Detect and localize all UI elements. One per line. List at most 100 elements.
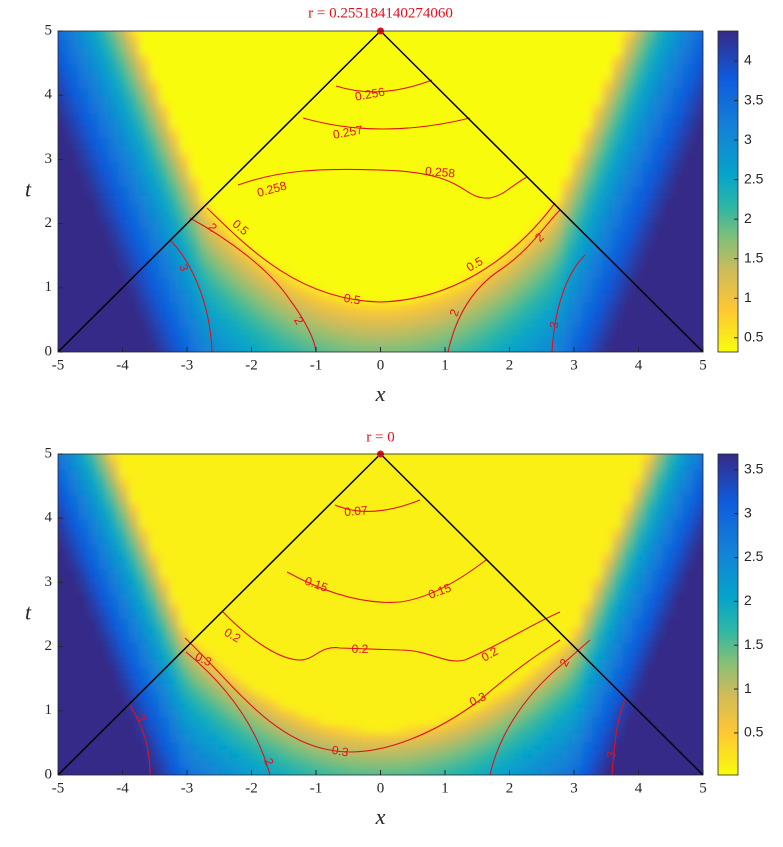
heatmap-cell [410,294,422,304]
heatmap-cell [259,294,271,304]
heatmap-cell [541,121,553,131]
heatmap-cell [299,536,311,546]
heatmap-cell [340,319,352,329]
heatmap-cell [400,486,412,497]
heatmap-cell [78,187,90,197]
heatmap-cell [259,569,271,579]
heatmap-cell [360,236,372,246]
heatmap-cell [178,692,191,702]
heatmap-cell [118,486,130,497]
x-tick-label: 5 [699,357,707,373]
heatmap-cell [541,478,553,488]
heatmap-cell [168,105,180,115]
heatmap-cell [662,146,674,156]
heatmap-cell [390,684,402,694]
heatmap-cell [229,766,241,775]
heatmap-cell [309,593,322,604]
heatmap-cell [501,766,513,775]
heatmap-cell [98,154,110,164]
heatmap-cell [98,327,110,337]
heatmap-cell [561,121,573,131]
heatmap-cell [440,195,453,205]
heatmap-cell [148,684,160,694]
heatmap-cell [390,462,402,472]
heatmap-cell [168,528,180,538]
heatmap-cell [400,511,412,521]
heatmap-cell [632,72,644,82]
heatmap-cell [360,552,372,562]
heatmap-cell [178,659,191,669]
heatmap-cell [259,700,271,711]
heatmap-cell [168,577,180,587]
heatmap-cell [400,470,412,480]
heatmap-cell [299,63,311,74]
heatmap-cell [88,651,100,661]
heatmap-cell [128,170,140,181]
heatmap-cell [430,319,442,329]
heatmap-cell [592,352,603,361]
heatmap-cell [481,610,493,620]
heatmap-cell [128,319,140,329]
heatmap-cell [158,733,170,744]
heatmap-cell [289,635,301,645]
heatmap-cell [269,544,281,554]
heatmap-cell [471,676,483,686]
heatmap-cell [440,742,453,752]
heatmap-cell [98,750,110,760]
heatmap-cell [189,742,201,752]
heatmap-cell [350,577,362,587]
heatmap-cell [249,676,261,686]
heatmap-cell [58,31,70,41]
heatmap-cell [58,277,70,288]
heatmap-cell [692,327,703,337]
heatmap-cell [98,253,110,263]
heatmap-cell [249,96,261,107]
heatmap-cell [672,96,684,107]
heatmap-cell [189,261,201,271]
heatmap-cell [491,187,503,197]
heatmap-cell [501,55,513,65]
heatmap-cell [551,668,563,678]
heatmap-cell [78,343,90,352]
heatmap-cell [229,626,241,637]
heatmap-cell [249,692,261,702]
heatmap-cell [249,129,261,139]
heatmap-cell [320,286,332,296]
heatmap-cell [239,245,251,255]
heatmap-cell [259,544,271,554]
heatmap-cell [481,593,493,604]
heatmap-cell [78,154,90,164]
heatmap-cell [531,39,543,49]
heatmap-cell [481,195,493,205]
heatmap-cell [531,187,543,197]
heatmap-cell [592,310,604,321]
heatmap-cell [541,503,553,513]
heatmap-cell [531,261,543,271]
heatmap-cell [199,31,211,41]
heatmap-cell [199,170,211,181]
heatmap-cell [199,742,211,752]
heatmap-cell [229,319,241,329]
heatmap-cell [461,528,473,538]
heatmap-cell [219,684,231,694]
heatmap-cell [239,454,251,464]
heatmap-cell [340,187,352,197]
heatmap-cell [68,684,80,694]
heatmap-cell [148,659,160,669]
heatmap-cell [672,335,684,345]
heatmap-cell [501,544,513,554]
heatmap-cell [199,236,211,246]
heatmap-cell [571,113,584,123]
heatmap-cell [410,170,422,181]
heatmap-cell [511,277,523,288]
heatmap-cell [189,80,201,90]
heatmap-cell [370,478,382,488]
heatmap-cell [461,187,473,197]
heatmap-cell [420,245,432,255]
heatmap-cell [249,121,261,131]
heatmap-cell [219,327,231,337]
heatmap-cell [360,39,372,49]
heatmap-cell [360,352,371,361]
heatmap-cell [299,750,311,760]
heatmap-cell [370,700,382,711]
